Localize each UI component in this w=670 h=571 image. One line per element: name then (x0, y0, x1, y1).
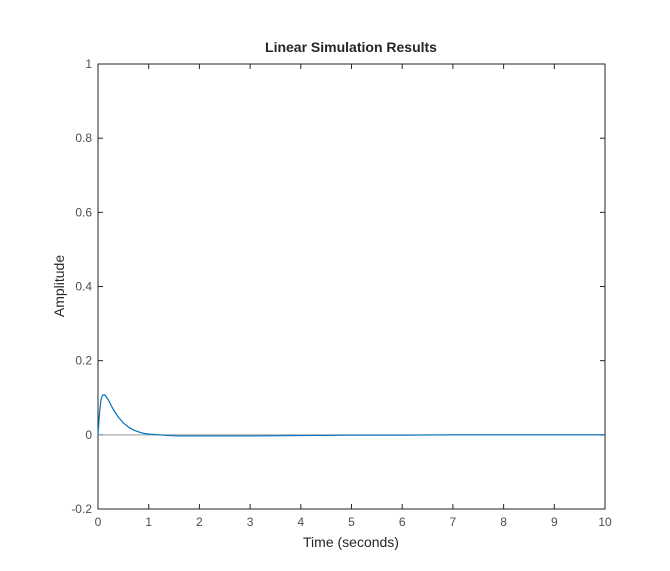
plot-box (97, 63, 606, 510)
x-tick-label: 7 (450, 515, 457, 529)
series-layer (97, 394, 605, 437)
y-tick-label: 0.4 (75, 280, 92, 294)
y-axis-label: Amplitude (51, 255, 67, 317)
y-tick-label: 0.8 (75, 131, 92, 145)
x-tick-label: 4 (297, 515, 304, 529)
plot-area (97, 63, 606, 510)
x-tick-label: 5 (348, 515, 355, 529)
x-tick-label: 6 (399, 515, 406, 529)
x-tick-label: 0 (95, 515, 102, 529)
x-axis-label: Time (seconds) (303, 534, 399, 550)
y-tick-label: 0.2 (75, 354, 92, 368)
x-tick-label: 10 (598, 515, 612, 529)
response-line (97, 394, 605, 437)
x-tick-label: 3 (247, 515, 254, 529)
chart-title: Linear Simulation Results (265, 39, 437, 55)
x-tick-label: 2 (196, 515, 203, 529)
ticks: 0 1 2 3 4 5 6 7 8 9 10-0.200.20.40.60.81 (71, 57, 612, 529)
x-tick-label: 1 (145, 515, 152, 529)
x-tick-label: 9 (551, 515, 558, 529)
y-tick-label: -0.2 (71, 502, 92, 516)
x-tick-label: 8 (500, 515, 507, 529)
y-tick-label: 1 (85, 57, 92, 71)
y-tick-label: 0.6 (75, 205, 92, 219)
y-tick-label: 0 (85, 428, 92, 442)
